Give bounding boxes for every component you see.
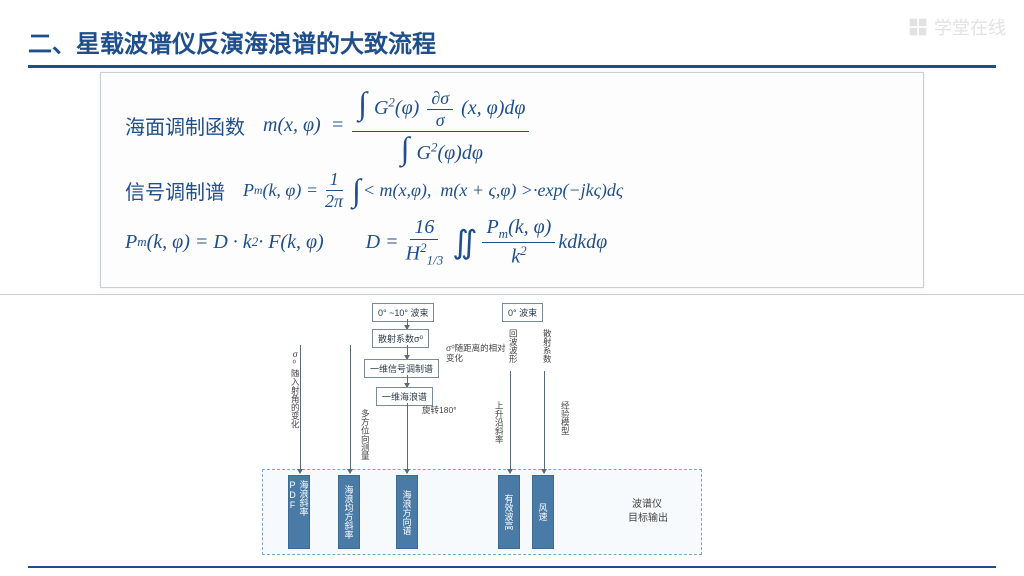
arrow <box>407 375 408 387</box>
arrow <box>300 345 301 473</box>
node-scatter-coef: 散射系数σ⁰ <box>372 329 429 348</box>
footer-line <box>28 566 996 568</box>
formula-row-2: 信号调制谱 Pm(k, φ) = 12π ∫ < m(x,φ), m(x + ς… <box>125 169 899 212</box>
node-1d-modulation: 一维信号调制谱 <box>364 359 439 378</box>
arrow <box>544 371 545 473</box>
arrow <box>350 345 351 473</box>
note-sigma-incidence: σ⁰随入射角的变化 <box>290 349 300 429</box>
flowchart: 0° ~10° 波束 0° 波束 散射系数σ⁰ σ⁰随距离的相对变化 一维信号调… <box>232 301 792 559</box>
node-beam-zero: 0° 波束 <box>502 303 543 322</box>
output-label-2: 目标输出 <box>628 513 668 525</box>
formula-3b: D = 16H21/3 ∬ Pm(k, φ)k2 kdkdφ <box>366 216 607 269</box>
node-1d-wave-spec: 一维海浪谱 <box>376 387 433 406</box>
output-bar-dir-spec: 海浪方向谱 <box>396 475 418 549</box>
output-region <box>262 469 702 555</box>
note-rotate: 旋转180° <box>422 405 457 415</box>
arrow <box>407 403 408 473</box>
formula-row-1: 海面调制函数 m(x, φ) = ∫ G2(φ) ∂σσ (x, φ)dφ ∫ … <box>125 87 899 165</box>
formula-3a: Pm(k, φ) = D · k2 · F(k, φ) <box>125 231 324 254</box>
title-underline <box>28 65 996 68</box>
output-bar-pdf: 海浪斜率 PDF <box>288 475 310 549</box>
arrow <box>407 345 408 359</box>
formula-row-3: Pm(k, φ) = D · k2 · F(k, φ) D = 16H21/3 … <box>125 216 899 269</box>
formula-box: 海面调制函数 m(x, φ) = ∫ G2(φ) ∂σσ (x, φ)dφ ∫ … <box>100 72 924 288</box>
formula-2-label: 信号调制谱 <box>125 176 225 205</box>
title-bar: 二、星载波谱仪反演海浪谱的大致流程 <box>28 24 996 68</box>
note-empirical-model: 经验模型 <box>560 401 570 435</box>
formula-1: m(x, φ) = ∫ G2(φ) ∂σσ (x, φ)dφ ∫ G2(φ)dφ <box>263 87 532 165</box>
output-label-1: 波谱仪 <box>632 499 662 511</box>
node-beam-range: 0° ~10° 波束 <box>372 303 434 322</box>
page-title: 二、星载波谱仪反演海浪谱的大致流程 <box>28 24 996 59</box>
formula-2: Pm(k, φ) = 12π ∫ < m(x,φ), m(x + ς,φ) >·… <box>243 169 623 212</box>
node-echo-waveform: 回波波形 <box>508 329 518 363</box>
note-multi-azimuth: 多方位向测量 <box>360 409 370 460</box>
formula-1-label: 海面调制函数 <box>125 111 245 140</box>
arrow <box>510 371 511 473</box>
output-bar-wind: 风速 <box>532 475 554 549</box>
output-bar-swh: 有效波高 <box>498 475 520 549</box>
note-sigma-range: σ⁰随距离的相对变化 <box>446 343 506 363</box>
note-slope: 上升沿斜率 <box>494 401 504 444</box>
diagram-area: 0° ~10° 波束 0° 波束 散射系数σ⁰ σ⁰随距离的相对变化 一维信号调… <box>0 294 1024 560</box>
arrow <box>407 319 408 329</box>
output-bar-rms-slope: 海浪均方斜率 <box>338 475 360 549</box>
node-scatter-coef-v: 散射系数 <box>542 329 552 363</box>
